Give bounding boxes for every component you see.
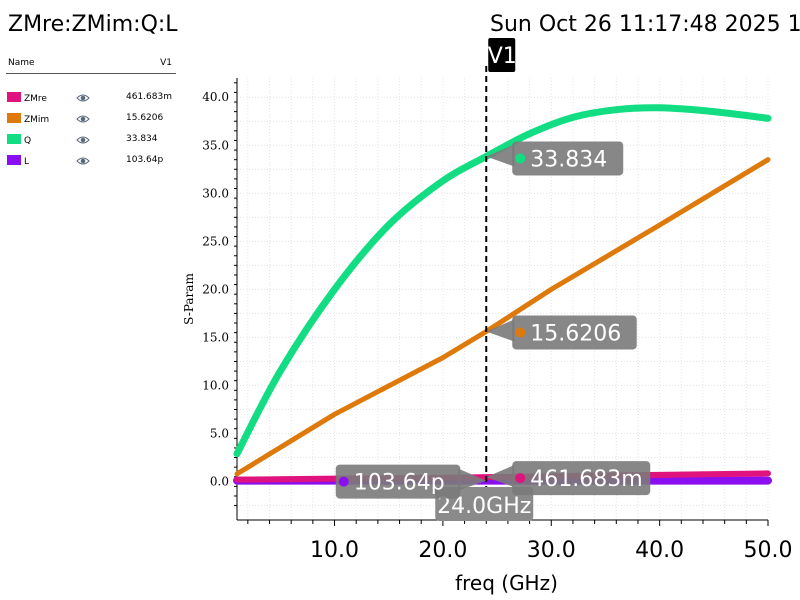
y-tick-label: 25.0 [202, 234, 229, 248]
legend-col-value: V1 [160, 58, 172, 68]
legend-col-name: Name [8, 58, 35, 68]
x-tick-label: 40.0 [635, 538, 684, 563]
readout-box [512, 461, 651, 496]
marker-label: V1 [488, 44, 517, 69]
readout-box [512, 141, 624, 176]
legend-swatch [7, 113, 21, 123]
x-tick-label: 20.0 [418, 538, 467, 563]
legend-item-zmim[interactable]: ZMim 15.6206 [6, 113, 176, 134]
y-tick-label: 35.0 [202, 138, 229, 152]
readout-pointer [486, 465, 515, 488]
legend-item-zmre[interactable]: ZMre 461.683m [6, 92, 176, 113]
y-tick-label: 20.0 [202, 282, 229, 296]
readout-pointer [486, 319, 515, 342]
legend-item-value: 103.64p [126, 155, 164, 165]
chart-title: ZMre:ZMim:Q:L [8, 12, 178, 37]
readout-box [335, 464, 461, 499]
readout-pointer [486, 144, 515, 167]
legend-swatch [7, 155, 21, 165]
series-line-q [233, 104, 772, 458]
y-tick-label: 10.0 [202, 378, 229, 392]
eye-icon[interactable] [76, 93, 90, 103]
legend-item-label: ZMim [24, 115, 50, 125]
legend-item-label: L [24, 157, 30, 167]
readout-dot [515, 327, 526, 338]
x-axis-label: freq (GHz) [455, 571, 558, 595]
legend-swatch [7, 92, 21, 102]
legend-item-value: 461.683m [126, 92, 172, 102]
y-tick-label: 0.0 [210, 475, 229, 489]
readout-value-l: 103.64p [354, 471, 445, 496]
eye-icon[interactable] [76, 156, 90, 166]
readout-value-zmre: 461.683m [530, 467, 642, 492]
readout-dot [515, 473, 526, 484]
y-tick-label: 40.0 [202, 90, 229, 104]
legend-item-value: 33.834 [126, 134, 158, 144]
legend-item-label: Q [24, 136, 32, 146]
legend-panel: Name V1 ZMre 461.683m ZMim 15.6206 Q 33.834 L 1… [6, 58, 176, 176]
legend-header: Name V1 [6, 58, 176, 72]
readout-dot [515, 153, 526, 164]
y-axis-label: S-Param [182, 273, 196, 325]
x-tick-label: 10.0 [310, 538, 359, 563]
legend-item-label: ZMre [24, 94, 47, 104]
x-tick-label: 30.0 [527, 538, 576, 563]
y-tick-label: 30.0 [202, 186, 229, 200]
y-tick-label: 5.0 [210, 427, 229, 441]
readout-pointer [458, 468, 487, 491]
eye-icon[interactable] [76, 114, 90, 124]
readout-value-q: 33.834 [530, 147, 607, 172]
readout-dot [338, 476, 349, 487]
legend-divider [6, 73, 176, 74]
readout-value-zmim: 15.6206 [530, 321, 621, 346]
legend-item-value: 15.6206 [126, 113, 164, 123]
y-tick-label: 15.0 [202, 330, 229, 344]
legend-item-l[interactable]: L 103.64p [6, 155, 176, 176]
eye-icon[interactable] [76, 135, 90, 145]
readout-box [512, 315, 637, 350]
x-tick-label: 50.0 [744, 538, 793, 563]
marker-flag [488, 38, 516, 72]
timestamp: Sun Oct 26 11:17:48 2025 1 [490, 12, 800, 37]
legend-item-q[interactable]: Q 33.834 [6, 134, 176, 155]
legend-swatch [7, 134, 21, 144]
